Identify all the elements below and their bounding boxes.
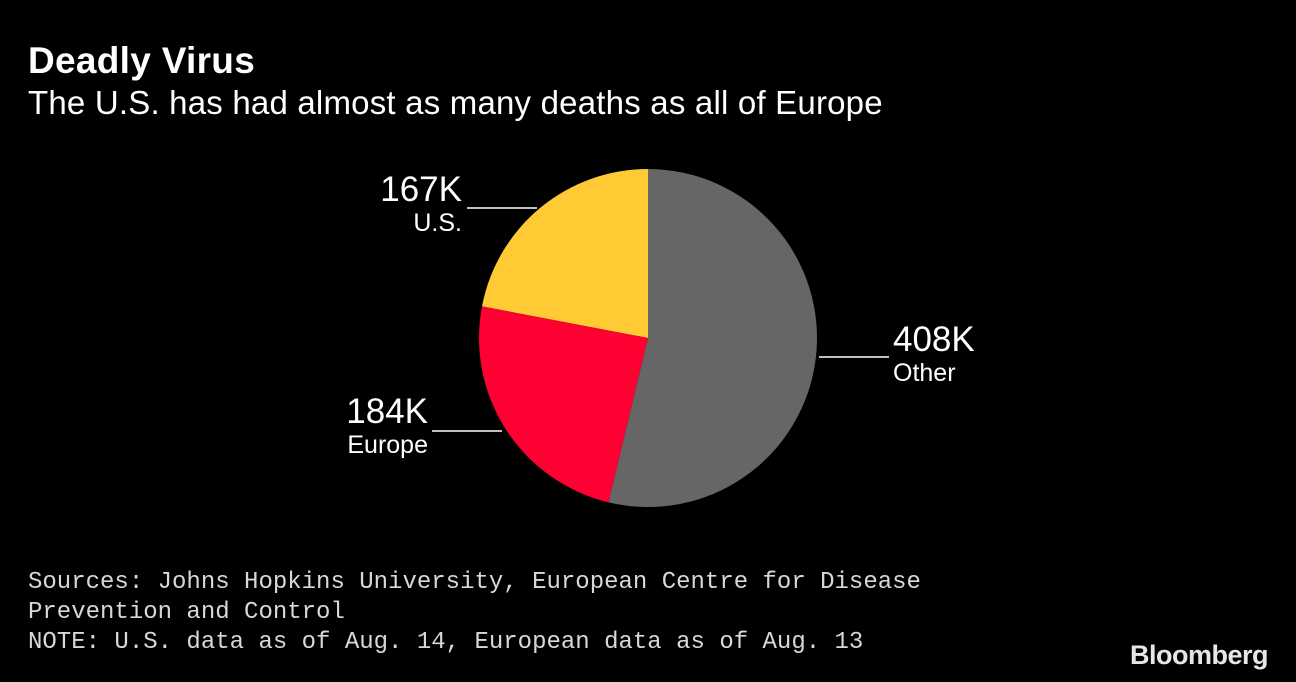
value-label-other: 408K [893, 320, 975, 359]
value-label-europe: 184K [346, 392, 428, 431]
pie-slice-us [481, 169, 648, 338]
value-label-us: 167K [380, 170, 462, 209]
label-group-europe: 184K Europe [346, 392, 502, 459]
pie-slice-other [608, 169, 817, 508]
chart-footer: Sources: Johns Hopkins University, Europ… [28, 568, 1028, 658]
label-group-us: 167K U.S. [380, 170, 537, 237]
sources-note: Sources: Johns Hopkins University, Europ… [28, 569, 921, 626]
bloomberg-logo: Bloomberg [1129, 640, 1269, 670]
label-group-other: 408K Other [819, 320, 975, 387]
category-label-other: Other [893, 359, 956, 387]
pie-slices [479, 169, 817, 508]
data-note: NOTE: U.S. data as of Aug. 14, European … [28, 629, 864, 656]
category-label-europe: Europe [347, 431, 428, 459]
category-label-us: U.S. [413, 209, 462, 237]
chart-title: Deadly Virus [28, 40, 256, 81]
chart-subtitle: The U.S. has had almost as many deaths a… [28, 84, 883, 121]
pie-slice-europe [479, 306, 648, 503]
